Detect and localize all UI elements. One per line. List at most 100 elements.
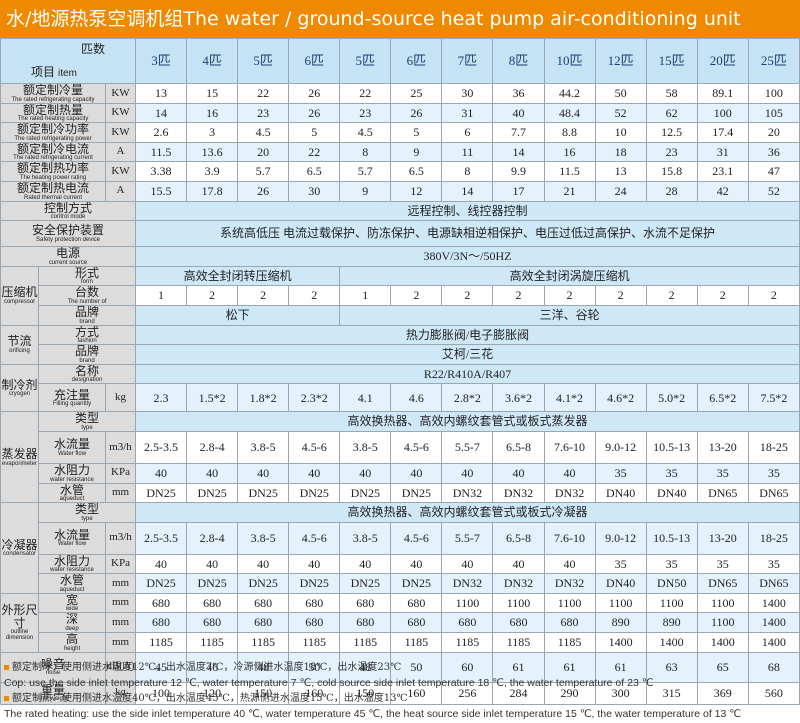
- value: 9: [339, 180, 392, 202]
- value: 58: [645, 83, 698, 104]
- value: 105: [747, 102, 800, 124]
- row-label: 水管 aqueduct: [38, 573, 106, 594]
- value: 3.6*2: [492, 383, 545, 413]
- value: DN25: [390, 573, 443, 594]
- value: 22: [339, 83, 392, 104]
- value: 6.5-8: [492, 430, 545, 464]
- spec-row: 额定制热量 The rated heating capacity KW 14 16 23 2…: [0, 102, 800, 124]
- value: 14: [135, 102, 188, 124]
- label-en: Water flow: [57, 450, 87, 457]
- row-label: 额定制冷电流 The rated refrigerating current: [0, 141, 106, 163]
- value: DN25: [339, 573, 392, 594]
- row-label: 额定制热量 The rated heating capacity: [0, 102, 106, 124]
- value: DN25: [135, 482, 188, 504]
- value: 1185: [237, 632, 290, 653]
- value: 40: [237, 553, 290, 575]
- spec-row: 额定制热电流 Rated thermal current A 15.5 17.8 26 30…: [0, 180, 800, 202]
- row-label: 水阻力 water resistance: [38, 462, 106, 484]
- value: 47: [747, 161, 800, 182]
- label-zh: 水阻力: [53, 463, 90, 477]
- value: DN25: [288, 482, 341, 504]
- row-label: 水流量 Water flow: [38, 430, 106, 464]
- label-en: cryogen: [8, 391, 31, 398]
- value: 1.8*2: [237, 383, 290, 413]
- label-zh: 宽: [65, 593, 78, 607]
- value: 890: [645, 612, 698, 634]
- value: 3: [186, 122, 239, 143]
- label-zh: 水管: [59, 483, 84, 497]
- label-en: control mode: [50, 214, 86, 221]
- value: 高效换热器、高效内螺纹套管式或板式蒸发器: [135, 411, 800, 432]
- spec-row: 蒸发器 evaporimeter 类型 type 高效换热器、高效内螺纹套管式或板式蒸发…: [0, 411, 800, 504]
- row-label: 额定制热电流 Rated thermal current: [0, 180, 106, 202]
- value: 1100: [696, 612, 749, 634]
- value: 36: [747, 141, 800, 163]
- value: DN40: [594, 482, 647, 504]
- row-label: 蒸发器 evaporimeter: [0, 411, 39, 504]
- value: 40: [339, 462, 392, 484]
- label-zh: 控制方式: [44, 201, 93, 215]
- value: 35: [747, 462, 800, 484]
- value: DN25: [237, 482, 290, 504]
- value: DN25: [135, 573, 188, 594]
- row-label: 方式 fashion: [37, 324, 137, 346]
- value: 40: [135, 462, 188, 484]
- value: DN65: [747, 482, 800, 504]
- value: DN40: [594, 573, 647, 594]
- value: 5.5-7: [441, 521, 494, 555]
- value: 松下: [135, 304, 341, 326]
- spec-table: 匹数 项目 item 3匹 4匹 5匹 6匹 5匹 6匹 7匹 8匹 10匹 12匹 15匹 20匹 25匹…: [0, 38, 800, 705]
- value: 680: [441, 612, 494, 634]
- column-header: 6匹: [288, 38, 341, 84]
- row-label: 额定制冷量 The rated refrigerating capacity: [0, 83, 106, 104]
- value: 30: [441, 83, 494, 104]
- label-zh: 水流量: [53, 437, 90, 452]
- value: 10.5-13: [645, 430, 698, 464]
- unit: mm: [104, 592, 137, 614]
- unit: KPa: [104, 553, 137, 575]
- value: 1: [339, 285, 392, 306]
- label-zh: 台数: [75, 285, 100, 300]
- value: DN40: [645, 482, 698, 504]
- note: The rated heating: use the side inlet te…: [4, 707, 742, 720]
- spec-row: 水阻力 water resistance KPa 40 40 40 40 40 40 40 40 40…: [1, 462, 800, 484]
- value: 30: [288, 180, 341, 202]
- value: 2: [237, 285, 290, 306]
- label-zh: 水阻力: [53, 554, 90, 568]
- label-en: type: [81, 515, 93, 522]
- value: 48.4: [543, 102, 596, 124]
- value: 23: [339, 102, 392, 124]
- spec-row: 制冷剂 cryogen 名称 designation R22/R410A/R407: [0, 363, 800, 413]
- value: 2: [492, 285, 545, 306]
- value: 3.8-5: [237, 521, 290, 555]
- value: 6: [441, 122, 494, 143]
- header-item: 项目 item: [31, 65, 77, 80]
- value: 26: [237, 180, 290, 202]
- value: 35: [645, 462, 698, 484]
- row-label: 台数 The number of: [37, 285, 137, 306]
- value: 1400: [747, 592, 800, 614]
- value: 40: [288, 462, 341, 484]
- value: 22: [237, 83, 290, 104]
- value: 40: [390, 553, 443, 575]
- label-zh: 额定制热功率: [16, 161, 89, 176]
- value: 17.8: [186, 180, 239, 202]
- row-label: 水流量 Water flow: [38, 521, 106, 555]
- value: 23: [237, 102, 290, 124]
- value: 52: [747, 180, 800, 202]
- row-label: 冷凝器 condensator: [0, 502, 39, 594]
- value: 13: [594, 161, 647, 182]
- value: 3.38: [135, 161, 188, 182]
- value: 5.0*2: [645, 383, 698, 413]
- value: 4.5-6: [390, 430, 443, 464]
- spec-row: 冷凝器 condensator 类型 type 高效换热器、高效内螺纹套管式或板式冷凝器: [0, 502, 800, 594]
- value: DN25: [186, 482, 239, 504]
- value: 40: [441, 553, 494, 575]
- value: 高效全封闭涡旋压缩机: [339, 265, 800, 287]
- value: 8.8: [543, 122, 596, 143]
- label-en: fashion: [77, 338, 97, 345]
- value: 远程控制、线控器控制: [135, 200, 800, 222]
- value: 三洋、谷轮: [339, 304, 800, 326]
- unit: m3/h: [104, 521, 137, 555]
- value: 23.1: [696, 161, 749, 182]
